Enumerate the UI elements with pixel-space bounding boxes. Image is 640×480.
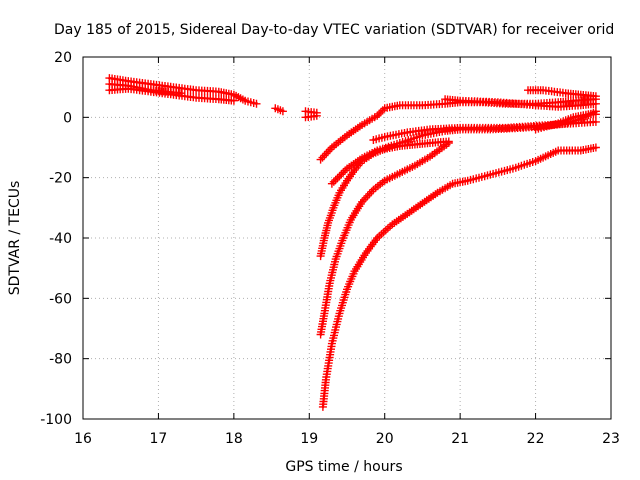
series-arc-3	[105, 80, 186, 98]
data-point-marker	[337, 170, 346, 179]
chart-title: Day 185 of 2015, Sidereal Day-to-day VTE…	[54, 22, 614, 38]
data-point-marker	[331, 175, 340, 184]
data-point-marker	[278, 107, 287, 116]
data-point-marker	[591, 92, 600, 101]
data-point-marker	[341, 166, 350, 175]
data-point-marker	[373, 111, 382, 120]
data-point-marker	[327, 179, 336, 188]
data-point-marker	[312, 111, 321, 120]
y-tick-label: -80	[49, 352, 72, 368]
x-tick-label: 16	[74, 431, 92, 447]
data-point-marker	[591, 143, 600, 152]
data-point-marker	[376, 108, 385, 117]
y-tick-label: 0	[63, 110, 72, 126]
y-tick-label: -20	[49, 171, 72, 187]
data-point-marker	[591, 110, 600, 119]
data-point-marker	[591, 117, 600, 126]
x-tick-label: 17	[150, 431, 168, 447]
y-tick-label: -100	[40, 412, 72, 428]
grid-lines	[83, 57, 611, 419]
series-line	[321, 146, 598, 408]
series-arc-12	[531, 110, 600, 134]
y-axis-label: SDTVAR / TECUs	[7, 181, 23, 296]
data-point-marker	[335, 172, 344, 181]
axis-ticks	[82, 56, 612, 420]
x-tick-label: 23	[602, 431, 620, 447]
data-point-marker	[339, 168, 348, 177]
data-point-marker	[378, 106, 387, 115]
data-traces	[105, 74, 600, 411]
series-arc-11	[369, 117, 600, 144]
series-arc-6	[301, 111, 321, 122]
series-arc-1	[105, 74, 261, 108]
x-tick-label: 22	[527, 431, 545, 447]
x-axis-label: GPS time / hours	[285, 459, 402, 475]
x-tick-label: 21	[451, 431, 469, 447]
data-point-marker	[591, 99, 600, 108]
data-point-marker	[252, 99, 261, 108]
data-point-marker	[329, 177, 338, 186]
y-tick-label: 20	[54, 50, 72, 66]
x-tick-label: 20	[376, 431, 394, 447]
x-tick-label: 18	[225, 431, 243, 447]
data-point-marker	[375, 109, 384, 118]
series-arc-15	[318, 143, 600, 411]
series-arc-14	[316, 139, 453, 339]
series-arc-13	[316, 137, 453, 261]
x-tick-label: 19	[300, 431, 318, 447]
y-tick-label: -40	[49, 231, 72, 247]
data-point-marker	[444, 139, 453, 147]
y-tick-label: -60	[49, 291, 72, 307]
series-arc-9	[524, 86, 600, 101]
series-arc-8	[441, 95, 600, 111]
tick-labels: 16 17 18 19 20 21 22 23 -100 -80 -60 -40 -20 0 20	[40, 50, 620, 447]
data-point-marker	[177, 89, 186, 98]
data-point-marker	[333, 174, 342, 182]
data-point-marker	[229, 96, 238, 105]
series-arc-4	[271, 104, 287, 116]
